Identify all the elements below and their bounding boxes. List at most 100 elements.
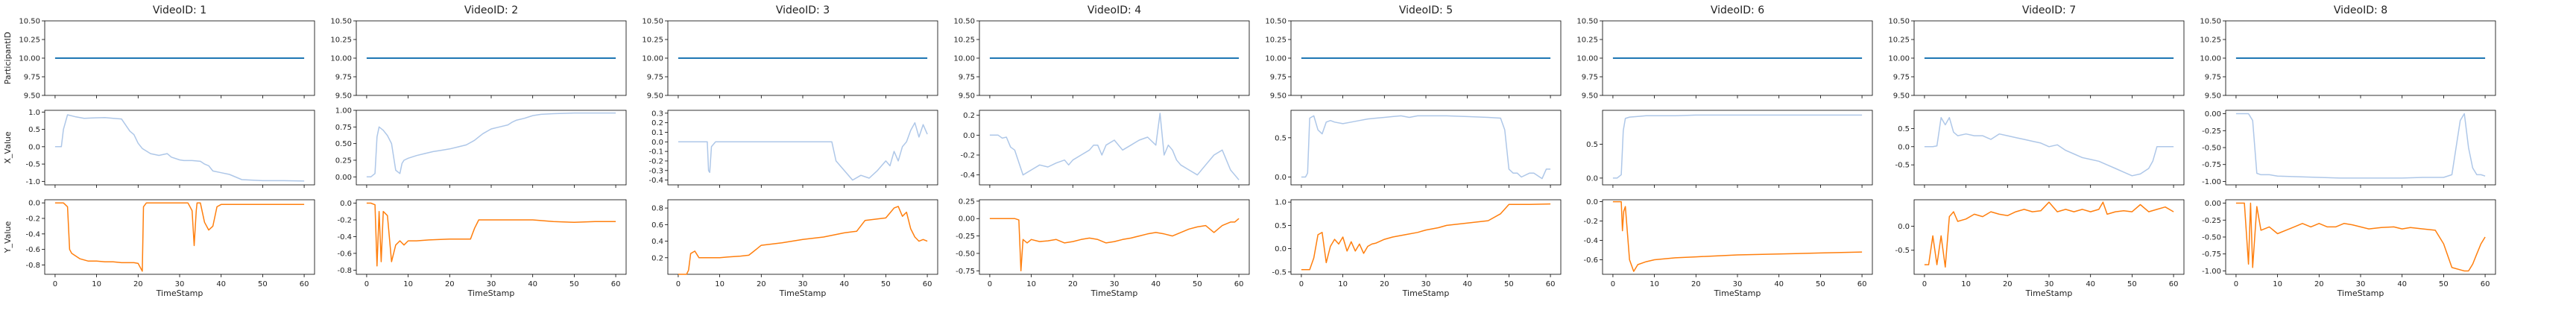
y-tick-label: 0.0 — [1898, 143, 1910, 151]
subplot-participant: 9.50 9.75 10.00 10.25 10.50 — [2200, 18, 2496, 101]
x-tick-label: 60 — [300, 280, 309, 288]
axes-frame — [1602, 110, 1873, 186]
subplot-x_value: 0.00 0.25 0.50 0.75 1.00 — [335, 107, 627, 188]
y-tick-label: -0.25 — [2202, 127, 2221, 136]
y-tick-label: -0.4 — [1583, 237, 1598, 245]
x-tick-label: 30 — [1733, 280, 1743, 288]
subplot-y_value: -0.8 -0.6 -0.4 -0.2 0.0 0 10 20 30 40 50 60 — [337, 199, 627, 288]
panel-title: VideoID: 2 — [464, 4, 518, 16]
x-tick-label: 10 — [1026, 280, 1036, 288]
y-tick-label: 0.1 — [651, 129, 663, 137]
y-tick-label: -0.6 — [25, 246, 40, 254]
x-tick-label: 50 — [1193, 280, 1202, 288]
y-tick-label: -0.75 — [2202, 250, 2221, 259]
series-line-x_value — [989, 113, 1240, 180]
y-tick-label: 0.5 — [28, 126, 40, 134]
y-tick-label: 0.0 — [1586, 198, 1598, 206]
panel-title: VideoID: 5 — [1399, 4, 1453, 16]
y-tick-label: 10.00 — [19, 55, 40, 63]
x-tick-label: 20 — [1691, 280, 1701, 288]
y-tick-label: -0.5 — [1895, 247, 1910, 255]
subplot-participant: 9.50 9.75 10.00 10.25 10.50 — [330, 18, 627, 101]
series-line-y_value — [1612, 201, 1863, 272]
y-tick-label: 10.25 — [19, 37, 40, 45]
panel-video-2: VideoID: 29.509.7510.0010.2510.500.000.2… — [330, 4, 627, 298]
y-tick-label: 10.25 — [642, 37, 663, 45]
series-line-y_value — [989, 218, 1240, 272]
y-tick-label: 10.25 — [953, 37, 975, 45]
x-tick-label: 10 — [1961, 280, 1971, 288]
subplot-participant: 9.50 9.75 10.00 10.25 10.50 — [1888, 18, 2185, 101]
series-line-y_value — [54, 202, 305, 272]
x-tick-label: 10 — [1650, 280, 1659, 288]
series-line-x_value — [1301, 115, 1551, 180]
x-tick-label: 0 — [676, 280, 681, 288]
x-tick-label: 30 — [175, 280, 185, 288]
x-tick-label: 40 — [2397, 280, 2407, 288]
subplot-x_value: -1.00 -0.75 -0.50 -0.25 0.00 — [2202, 110, 2496, 188]
subplot-x_value: -0.4 -0.3 -0.2-0.10.0 0.1 0.20.3 — [648, 110, 938, 188]
series-line-x_value — [1612, 114, 1863, 179]
y-tick-label: 9.75 — [959, 74, 975, 82]
x-tick-label: 40 — [1774, 280, 1784, 288]
y-tick-label: 9.50 — [2205, 92, 2221, 101]
x-tick-label: 50 — [258, 280, 268, 288]
subplot-y_value: -0.6 -0.4 -0.2 0.0 0 10 20 30 40 50 60 — [1583, 198, 1873, 288]
panel-video-5: VideoID: 59.509.7510.0010.2510.500.00.5-… — [1265, 4, 1562, 298]
y-tick-label: 9.50 — [1893, 92, 1910, 101]
y-tick-label: 0.25 — [335, 157, 352, 165]
y-tick-label: 10.00 — [2200, 55, 2221, 63]
series-line-y_value — [366, 202, 616, 267]
y-tick-label: 9.75 — [647, 74, 663, 82]
y-tick-label: 0.8 — [651, 205, 663, 213]
subplot-y_value: -0.5 0.0 0.5 1.0 0 10 20 30 40 50 60 — [1272, 199, 1562, 288]
x-tick-label: 30 — [798, 280, 808, 288]
y-tick-label: -0.8 — [25, 262, 40, 270]
series-line-x_value — [366, 112, 616, 178]
x-tick-label: 0 — [1299, 280, 1304, 288]
y-tick-label: -0.5 — [25, 161, 40, 169]
x-tick-label: 60 — [923, 280, 932, 288]
y-tick-label: -0.2 — [648, 157, 663, 165]
x-tick-label: 10 — [403, 280, 413, 288]
y-tick-label: -0.6 — [337, 250, 352, 258]
y-tick-label: -0.75 — [2202, 161, 2221, 169]
axes-frame — [1913, 199, 2185, 275]
y-tick-label: 0.50 — [335, 140, 352, 148]
y-tick-label: 0.00 — [959, 215, 975, 224]
y-tick-label: 0.25 — [959, 198, 975, 206]
y-tick-label: -0.50 — [956, 250, 975, 258]
y-tick-label: -0.2 — [337, 216, 352, 224]
y-tick-label: 10.00 — [1888, 55, 1910, 63]
series-line-x_value — [54, 114, 305, 182]
y-tick-label: 0.6 — [651, 221, 663, 230]
x-tick-label: 50 — [1504, 280, 1514, 288]
panel-title: VideoID: 7 — [2022, 4, 2076, 16]
y-tick-label: -0.1 — [648, 148, 663, 157]
subplot-y_value: 0.2 0.4 0.6 0.8 0 10 20 30 40 50 60 — [651, 199, 938, 288]
y-tick-label: 0.2 — [963, 112, 975, 120]
y-tick-label: 0.00 — [2205, 200, 2221, 208]
panel-title: VideoID: 8 — [2334, 4, 2387, 16]
y-tick-label: 0.4 — [651, 238, 663, 246]
x-axis-label: TimeStamp — [1402, 288, 1450, 298]
axes-frame — [1913, 110, 2185, 186]
y-tick-label: -0.5 — [1272, 268, 1287, 277]
y-tick-label: 10.50 — [953, 18, 975, 26]
subplot-y_value: -1.00 -0.75 -0.50 -0.25 0.00 0 10 20 30 40 50 60 — [2202, 199, 2496, 288]
x-tick-label: 0 — [53, 280, 57, 288]
y-tick-label: 9.75 — [335, 74, 352, 82]
x-tick-label: 20 — [1380, 280, 1389, 288]
y-tick-label: 1.00 — [335, 107, 352, 116]
y-tick-label: 9.50 — [1582, 92, 1598, 101]
axes-frame — [44, 110, 315, 186]
y-tick-label: 0.0 — [1898, 223, 1910, 231]
y-tick-label: 0.5 — [1275, 222, 1287, 230]
y-tick-label: -0.50 — [2202, 145, 2221, 153]
x-axis-label: TimeStamp — [467, 288, 515, 298]
y-tick-label: 0.5 — [1275, 134, 1287, 142]
y-tick-label: 0.2 — [651, 119, 663, 127]
y-tick-label: 10.25 — [2200, 37, 2221, 45]
subplot-y_value: -0.75 -0.50 -0.25 0.00 0.25 0 10 20 30 40 50 60 — [956, 198, 1250, 288]
x-tick-label: 20 — [1068, 280, 1078, 288]
